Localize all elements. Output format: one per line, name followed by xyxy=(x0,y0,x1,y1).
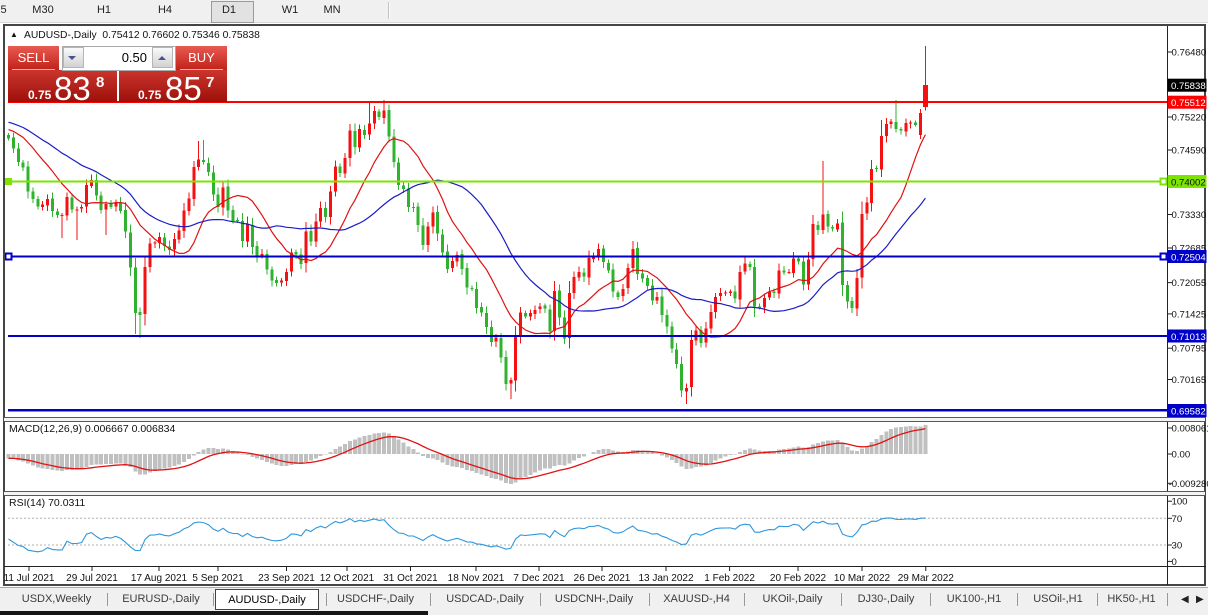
svg-text:0.008061: 0.008061 xyxy=(1172,424,1208,435)
svg-text:5 Sep 2021: 5 Sep 2021 xyxy=(192,573,244,584)
svg-text:0.70165: 0.70165 xyxy=(1172,375,1207,386)
svg-text:0.74590: 0.74590 xyxy=(1172,146,1207,157)
svg-text:13 Jan 2022: 13 Jan 2022 xyxy=(638,573,693,584)
svg-text:MACD(12,26,9) 0.006667 0.00683: MACD(12,26,9) 0.006667 0.006834 xyxy=(9,423,176,435)
svg-text:-0.009280: -0.009280 xyxy=(1169,479,1208,490)
svg-text:26 Dec 2021: 26 Dec 2021 xyxy=(574,573,631,584)
svg-text:0.69582: 0.69582 xyxy=(1171,407,1206,418)
svg-text:AUDUSD-,Daily 0.75412 0.76602: AUDUSD-,Daily 0.75412 0.76602 0.75346 0.… xyxy=(24,30,260,41)
svg-text:1 Feb 2022: 1 Feb 2022 xyxy=(704,573,755,584)
svg-text:0.76480: 0.76480 xyxy=(1172,48,1207,59)
svg-text:0.72685: 0.72685 xyxy=(1172,244,1207,255)
svg-text:29 Mar 2022: 29 Mar 2022 xyxy=(898,573,955,584)
svg-text:31 Oct 2021: 31 Oct 2021 xyxy=(383,573,438,584)
svg-text:70: 70 xyxy=(1172,514,1183,525)
svg-text:18 Nov 2021: 18 Nov 2021 xyxy=(448,573,505,584)
svg-text:RSI(14) 70.0311: RSI(14) 70.0311 xyxy=(9,497,85,509)
svg-text:0.75220: 0.75220 xyxy=(1172,113,1207,124)
svg-text:30: 30 xyxy=(1172,541,1183,552)
svg-text:0: 0 xyxy=(1172,557,1177,568)
svg-text:0.71425: 0.71425 xyxy=(1172,309,1207,320)
svg-text:0.00: 0.00 xyxy=(1172,450,1191,461)
svg-text:11 Jul 2021: 11 Jul 2021 xyxy=(4,573,55,584)
svg-text:20 Feb 2022: 20 Feb 2022 xyxy=(770,573,827,584)
svg-text:23 Sep 2021: 23 Sep 2021 xyxy=(258,573,315,584)
svg-text:10 Mar 2022: 10 Mar 2022 xyxy=(834,573,891,584)
svg-text:29 Jul 2021: 29 Jul 2021 xyxy=(66,573,118,584)
svg-text:0.72504: 0.72504 xyxy=(1171,253,1206,264)
svg-text:0.72055: 0.72055 xyxy=(1172,278,1207,289)
svg-text:12 Oct 2021: 12 Oct 2021 xyxy=(320,573,375,584)
svg-text:0.71013: 0.71013 xyxy=(1171,332,1206,343)
svg-text:0.75838: 0.75838 xyxy=(1171,81,1206,92)
svg-text:0.70795: 0.70795 xyxy=(1172,344,1207,355)
svg-text:0.75512: 0.75512 xyxy=(1171,98,1206,109)
svg-text:100: 100 xyxy=(1172,497,1188,508)
svg-text:17 Aug 2021: 17 Aug 2021 xyxy=(131,573,188,584)
svg-text:0.74002: 0.74002 xyxy=(1171,178,1206,189)
svg-text:▲: ▲ xyxy=(10,30,18,39)
svg-text:0.73330: 0.73330 xyxy=(1172,210,1207,221)
svg-text:7 Dec 2021: 7 Dec 2021 xyxy=(513,573,565,584)
